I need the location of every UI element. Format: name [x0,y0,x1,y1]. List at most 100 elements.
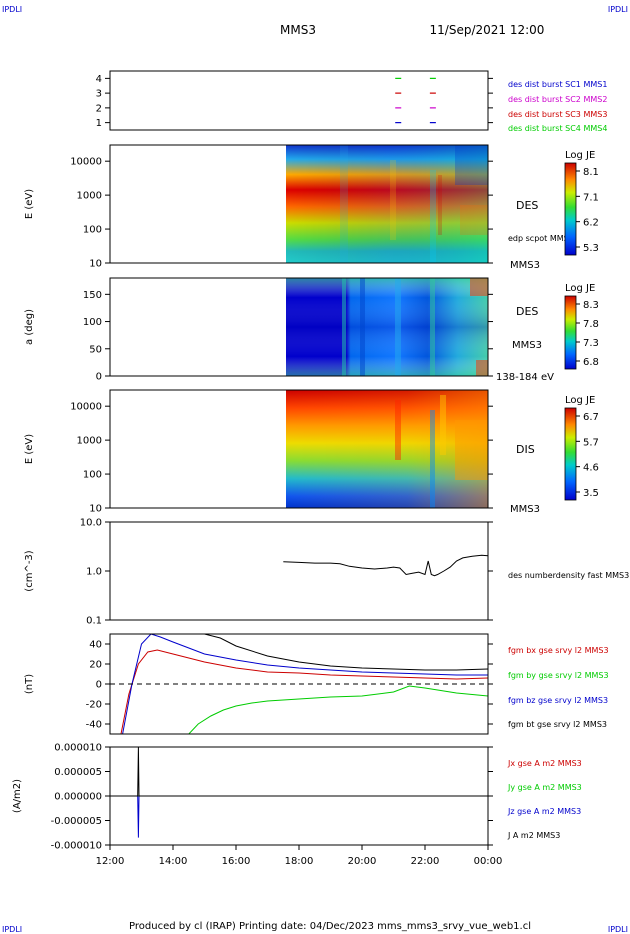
current-series-line [110,795,488,838]
bfield-series-line [120,649,488,734]
panel-bfield: -40 -20 0 20 40 (nT) fgm bx gse srvy l2 MMS3… [24,633,609,735]
current-ytick-label: 0.000000 [54,792,102,803]
x-tick-label: 18:00 [285,856,314,867]
des-pitch-cb-tick-label: 8.3 [583,300,599,311]
burst-legend-entry: des dist burst SC1 MMS1 [508,80,607,89]
current-ytick-label: 0.000010 [54,743,102,754]
des-pitch-structures [342,278,488,376]
burst-legend-entry: des dist burst SC4 MMS4 [508,124,607,133]
x-tick-label: 00:00 [474,856,503,867]
bfield-ytick-label: 0 [96,680,102,691]
des-energy-extra-label: edp scpot MMS3 [508,234,574,243]
bfield-legend-entry: fgm bx gse srvy l2 MMS3 [508,646,609,655]
des-pitch-cb-tick-label: 7.8 [583,319,599,330]
des-pitch-label: DES [516,305,538,318]
des-pitch-ylabel: a (deg) [24,309,35,345]
density-ytick-label: 0.1 [86,616,102,627]
des-energy-ytick-label: 100 [83,225,102,236]
bfield-series-line [188,685,488,734]
dis-energy-cb-tick-label: 4.6 [583,463,599,474]
des-pitch-ytick-label: 150 [83,290,102,301]
bfield-series-line [141,634,488,671]
panel-des-energy: 10 100 1000 10000 E (eV) DES MMS3 edp scpot… [24,144,599,271]
panel-current: -0.000010 -0.000005 0.000000 0.000005 0.0000… [12,743,582,868]
dis-energy-spectrogram-overlay [286,390,488,508]
spacecraft-title: MMS3 [280,23,316,37]
des-energy-cb-tick-label: 7.1 [583,192,599,203]
bfield-ytick-label: 40 [89,640,102,651]
density-series-line [283,554,489,577]
dis-energy-frame [109,389,489,509]
dis-energy-sublabel: MMS3 [510,504,540,515]
bfield-ytick-label: -20 [86,700,102,711]
x-tick-label: 20:00 [348,856,377,867]
datetime-title: 11/Sep/2021 12:00 [430,23,545,37]
panel-density: 0.1 1.0 10.0 (cm^-3) des numberdensity fas… [24,518,629,627]
density-ytick-label: 1.0 [86,567,102,578]
dis-energy-ytick-label: 10000 [70,402,102,413]
des-energy-ylabel: E (eV) [24,189,35,219]
dis-energy-structures [395,395,488,508]
des-energy-sublabel: MMS3 [510,260,540,271]
bfield-ylabel: (nT) [24,674,35,694]
burst-ytick-label: 3 [96,89,102,100]
corner-label-top-right: IPDLI [608,5,628,14]
dis-energy-colorbar: Log JE 6.7 5.7 4.6 3.5 [564,395,599,501]
des-energy-colorbar: Log JE 8.1 7.1 6.2 5.3 [564,150,599,256]
des-energy-cb-tick-label: 5.3 [583,243,599,254]
des-energy-ytick-label: 10 [89,259,102,270]
bfield-legend-entry: fgm by gse srvy l2 MMS3 [508,671,609,680]
des-pitch-ytick-label: 100 [83,317,102,328]
des-pitch-ytick-label: 0 [96,372,102,383]
dis-energy-ytick-label: 1000 [77,436,102,447]
density-frame [109,521,489,621]
des-pitch-sublabel: MMS3 [512,340,542,351]
des-pitch-ytick-label: 50 [89,344,102,355]
dis-energy-ytick-label: 10 [89,504,102,515]
dis-energy-ytick-label: 100 [83,470,102,481]
des-energy-spectrogram-overlay [286,145,488,263]
bfield-legend-entry: fgm bt gse srvy l2 MMS3 [508,720,607,729]
burst-ytick-label: 4 [96,74,102,85]
current-series-line [110,747,488,797]
des-energy-cb-tick-label: 6.2 [583,218,599,229]
des-pitch-colorbar-title: Log JE [565,283,595,294]
dis-energy-cb-tick-label: 3.5 [583,488,599,499]
des-energy-colorbar-title: Log JE [565,150,595,161]
current-legend-entry: J A m2 MMS3 [507,831,560,840]
corner-label-bottom-right: IPDLI [608,925,628,934]
current-legend-entry: Jz gse A m2 MMS3 [507,807,581,816]
bfield-legend-entry: fgm bz gse srvy l2 MMS3 [508,696,608,705]
dis-energy-ylabel: E (eV) [24,434,35,464]
burst-legend-entry: des dist burst SC3 MMS3 [508,110,607,119]
bfield-ytick-label: 20 [89,660,102,671]
current-ylabel: (A/m2) [12,779,23,813]
x-tick-label: 12:00 [96,856,125,867]
dis-energy-cb-tick-label: 5.7 [583,437,599,448]
panel-burst: 1 2 3 4 des dist burst SC1 MMS1 des dist bur… [96,70,607,133]
dis-energy-cb-tick-label: 6.7 [583,412,599,423]
bfield-series-line [122,634,488,734]
des-energy-frame [109,144,489,264]
des-pitch-frame [109,277,489,377]
des-energy-cb-tick-label: 8.1 [583,167,599,178]
des-pitch-cb-tick-label: 7.3 [583,338,599,349]
burst-ytick-label: 1 [96,118,102,129]
panel-des-pitch: 0 50 100 150 a (deg) DES MMS3 138-184 eV Lo… [24,277,599,383]
dis-energy-colorbar-title: Log JE [565,395,595,406]
footer-text: Produced by cl (IRAP) Printing date: 04/… [129,921,531,932]
density-legend-entry: des numberdensity fast MMS3 [508,571,629,580]
burst-ytick-label: 2 [96,103,102,114]
density-ylabel: (cm^-3) [24,550,35,591]
bfield-ytick-label: -40 [86,720,102,731]
des-pitch-colorbar: Log JE 8.3 7.8 7.3 6.8 [564,283,599,370]
current-legend-entry: Jx gse A m2 MMS3 [507,759,582,768]
panel-burst-frame [109,70,489,131]
current-ytick-label: -0.000010 [51,841,102,852]
des-pitch-spectrogram-overlay [286,278,488,376]
burst-legend-entry: des dist burst SC2 MMS2 [508,95,607,104]
des-energy-ytick-label: 10000 [70,157,102,168]
x-tick-label: 14:00 [159,856,188,867]
corner-label-top-left: IPDLI [2,5,22,14]
